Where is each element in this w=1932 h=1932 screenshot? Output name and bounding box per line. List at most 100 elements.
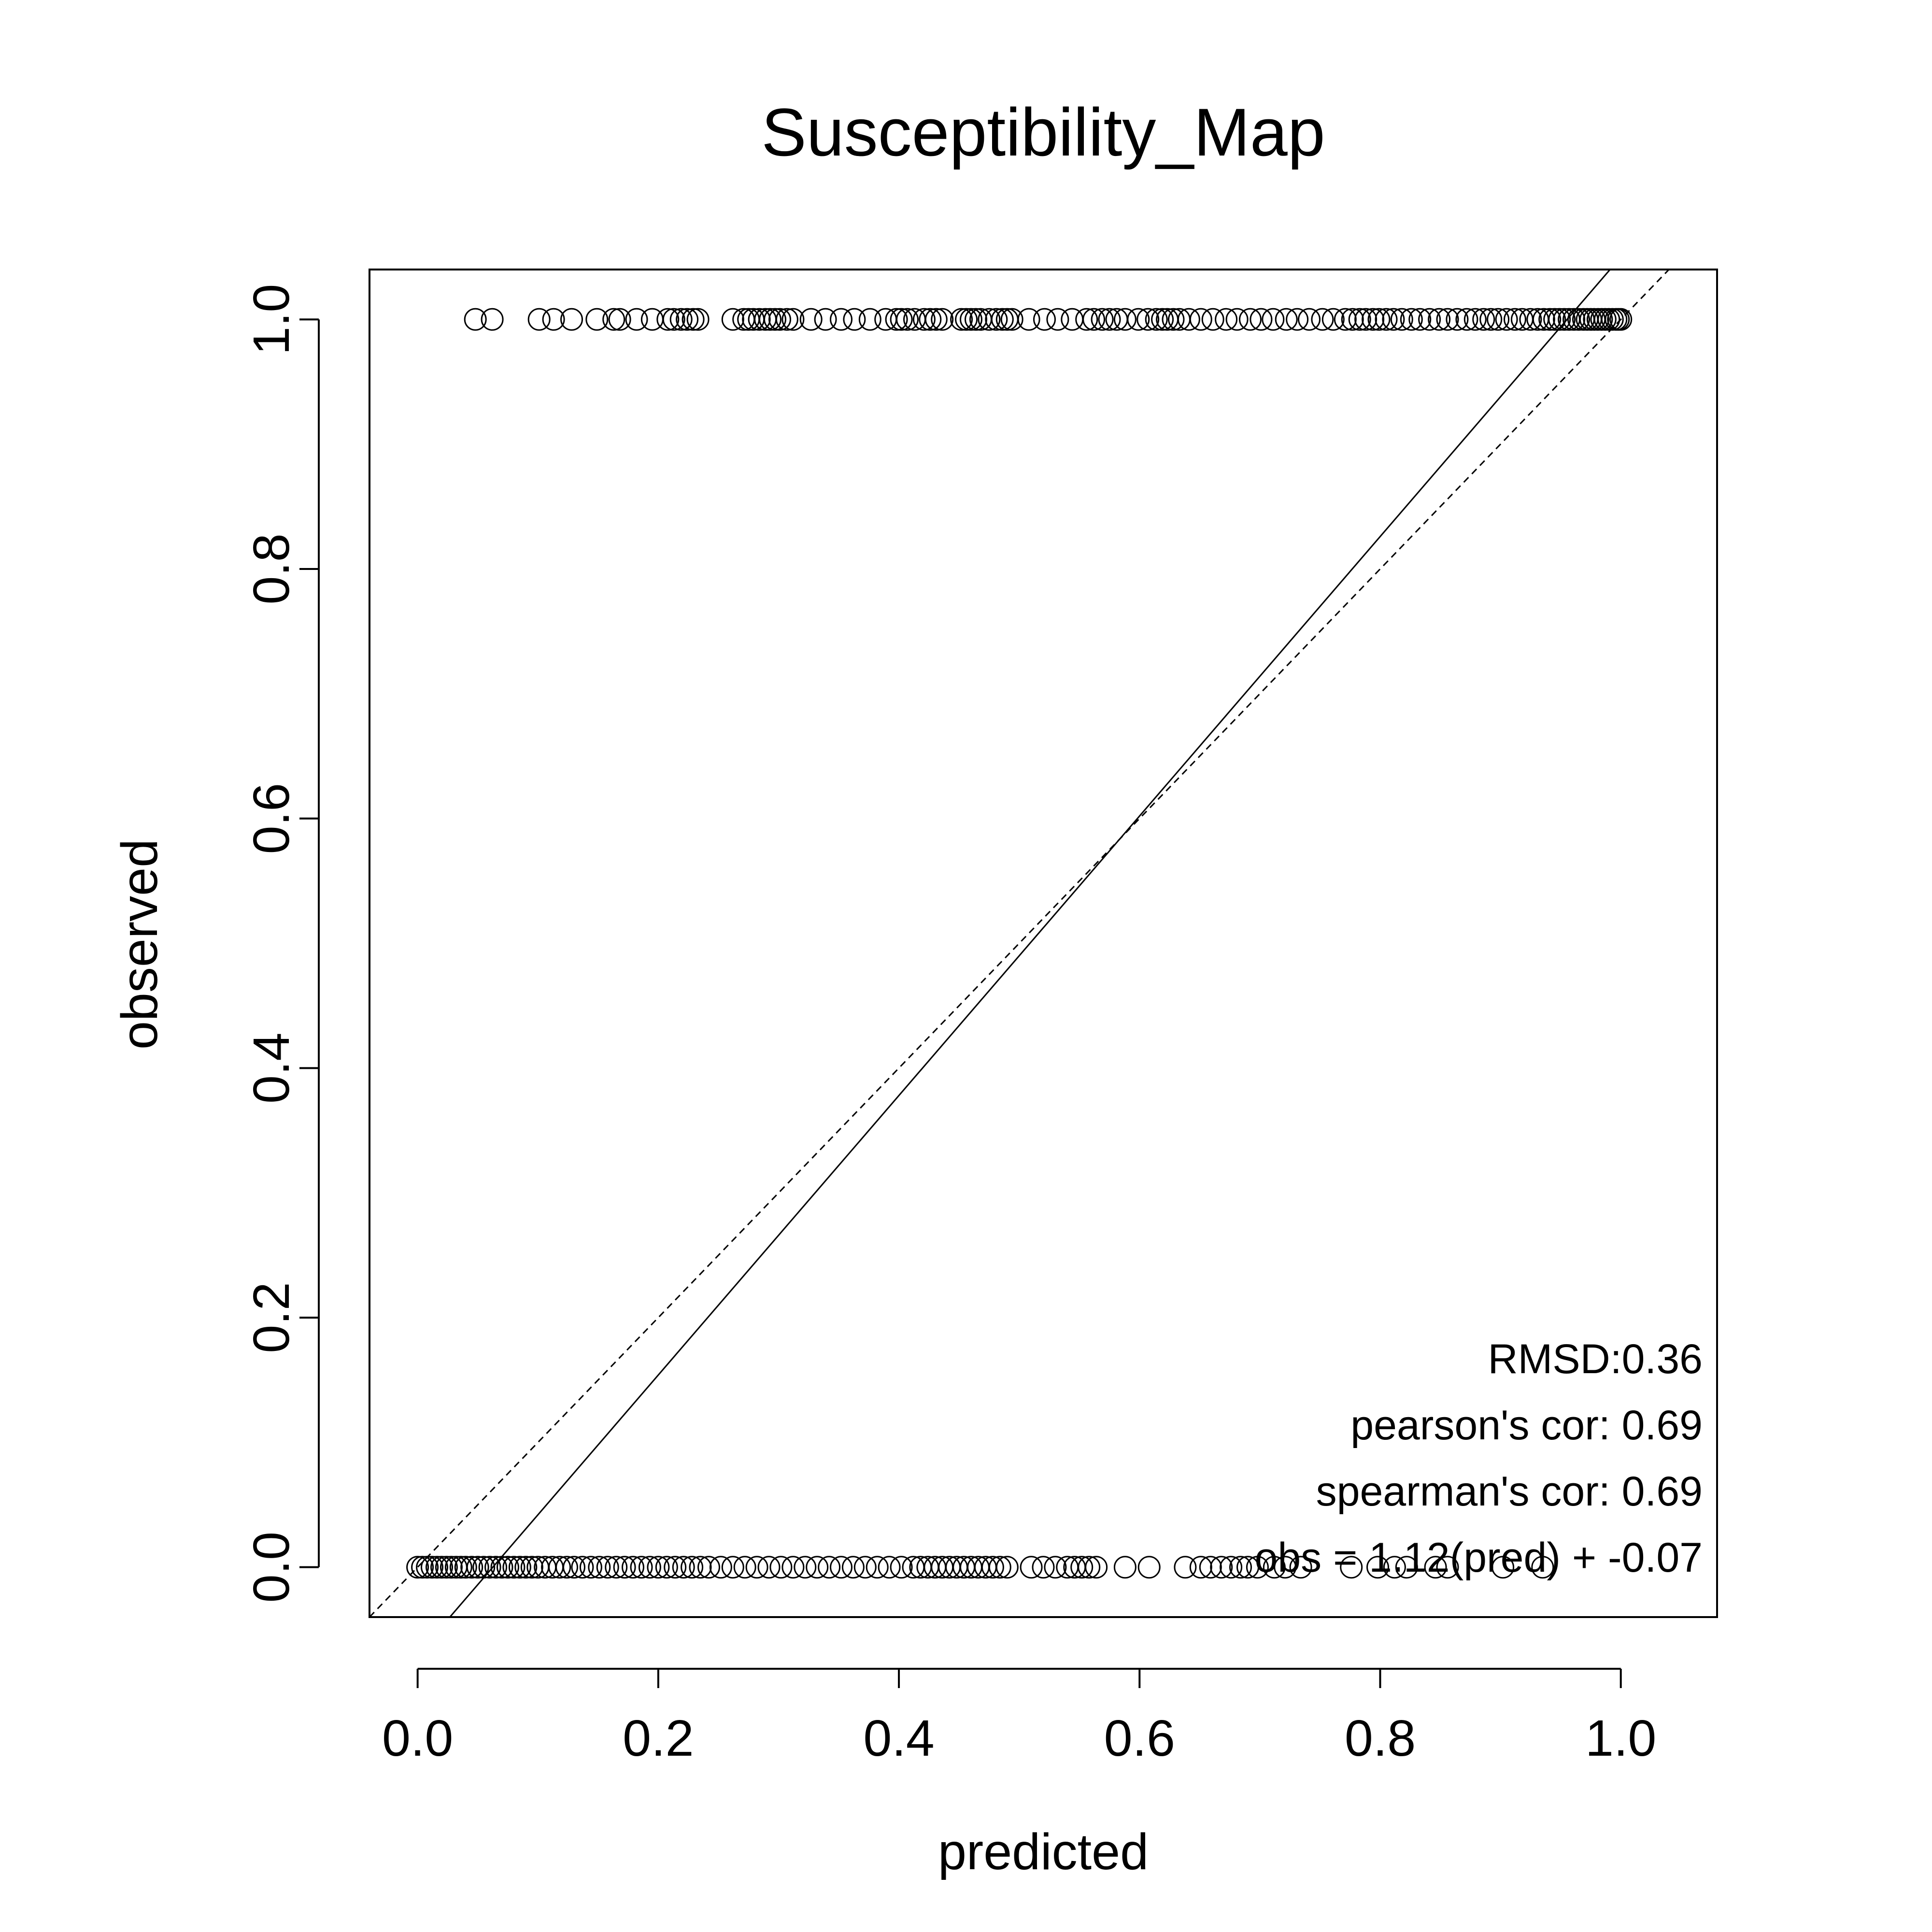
point-observed-1: [1286, 308, 1309, 331]
point-observed-1: [585, 308, 609, 331]
point-observed-1: [1275, 308, 1298, 331]
point-observed-1: [1532, 308, 1555, 331]
point-observed-0: [421, 1556, 443, 1579]
point-observed-0: [571, 1556, 594, 1579]
point-observed-1: [1354, 308, 1378, 331]
point-observed-1: [890, 308, 913, 331]
point-observed-1: [955, 308, 978, 331]
point-observed-1: [830, 308, 852, 331]
point-observed-1: [919, 308, 942, 331]
point-observed-1: [1348, 308, 1371, 331]
point-observed-1: [1609, 308, 1633, 331]
point-observed-0: [1531, 1556, 1554, 1579]
point-observed-1: [858, 308, 881, 331]
point-observed-0: [1424, 1556, 1447, 1579]
point-observed-1: [1098, 308, 1121, 331]
point-observed-1: [1046, 308, 1069, 331]
point-observed-1: [1607, 308, 1630, 331]
point-observed-1: [781, 308, 805, 331]
point-observed-1: [960, 308, 982, 331]
point-observed-1: [686, 308, 710, 331]
point-observed-0: [781, 1556, 805, 1579]
point-observed-0: [818, 1556, 841, 1579]
point-observed-1: [748, 308, 771, 331]
plot-frame: [369, 269, 1718, 1618]
point-observed-1: [799, 308, 823, 331]
point-observed-0: [406, 1556, 429, 1579]
point-observed-1: [991, 308, 1014, 331]
point-observed-1: [1548, 308, 1571, 331]
point-observed-0: [1366, 1556, 1389, 1579]
point-observed-0: [563, 1556, 585, 1579]
fit-line: [449, 269, 1611, 1618]
point-observed-1: [775, 308, 798, 331]
annotation-pearson: pearson's cor: 0.69: [1350, 1402, 1703, 1449]
point-observed-0: [520, 1556, 543, 1579]
point-observed-1: [1455, 308, 1478, 331]
point-observed-1: [1000, 308, 1023, 331]
point-observed-0: [689, 1556, 712, 1579]
point-observed-0: [1199, 1556, 1222, 1579]
point-observed-0: [988, 1556, 1011, 1579]
point-observed-0: [1078, 1556, 1101, 1579]
point-observed-0: [697, 1556, 720, 1579]
point-observed-1: [676, 308, 699, 331]
point-observed-1: [1563, 308, 1586, 331]
point-observed-0: [866, 1556, 889, 1579]
point-observed-0: [1070, 1556, 1094, 1579]
point-observed-0: [995, 1556, 1019, 1579]
point-observed-1: [1075, 308, 1098, 331]
point-observed-0: [647, 1556, 670, 1579]
point-observed-1: [1151, 308, 1174, 331]
point-observed-0: [769, 1556, 793, 1579]
point-observed-1: [1408, 308, 1432, 331]
point-observed-1: [1504, 308, 1526, 331]
point-observed-0: [757, 1556, 781, 1579]
point-observed-1: [1262, 308, 1285, 331]
point-observed-1: [1113, 308, 1136, 331]
point-observed-1: [965, 308, 987, 331]
points-layer: [406, 308, 1633, 1579]
annotation-spearman: spearman's cor: 0.69: [1316, 1468, 1703, 1515]
x-tick-label: 0.6: [1104, 1710, 1175, 1767]
point-observed-1: [721, 308, 744, 331]
point-observed-1: [1428, 308, 1451, 331]
reference-line: [369, 269, 1670, 1618]
point-observed-1: [742, 308, 765, 331]
point-observed-1: [1519, 308, 1542, 331]
y-tick-label: 0.8: [243, 533, 300, 604]
point-observed-1: [1127, 308, 1150, 331]
point-observed-0: [1032, 1556, 1055, 1579]
point-observed-0: [794, 1556, 817, 1579]
point-observed-1: [1487, 308, 1510, 331]
point-observed-1: [985, 308, 1008, 331]
point-observed-0: [502, 1556, 526, 1579]
point-observed-0: [841, 1556, 865, 1579]
point-observed-1: [1367, 308, 1391, 331]
annotation-fit-equation: obs = 1.12(pred) + -0.07: [1255, 1534, 1703, 1581]
point-observed-0: [435, 1556, 458, 1579]
point-observed-0: [449, 1556, 472, 1579]
point-observed-0: [478, 1556, 501, 1579]
point-observed-0: [1137, 1556, 1161, 1579]
point-observed-0: [1220, 1556, 1243, 1579]
point-observed-1: [1091, 308, 1114, 331]
point-observed-0: [460, 1556, 483, 1579]
point-observed-0: [709, 1556, 732, 1579]
lines-layer: [369, 269, 1670, 1618]
point-observed-1: [1145, 308, 1168, 331]
point-observed-1: [1311, 308, 1334, 331]
point-observed-0: [484, 1556, 508, 1579]
point-observed-1: [542, 308, 565, 331]
point-observed-1: [625, 308, 648, 331]
y-tick-label: 0.6: [243, 783, 300, 854]
point-observed-0: [664, 1556, 687, 1579]
point-observed-0: [853, 1556, 877, 1579]
x-axis: 0.0 0.2 0.4 0.6 0.8 1.0: [382, 1668, 1656, 1767]
point-observed-0: [1229, 1556, 1252, 1579]
chart-title: Susceptibility_Map: [761, 94, 1325, 170]
y-tick-label: 0.2: [243, 1282, 300, 1353]
point-observed-0: [1189, 1556, 1212, 1579]
point-observed-0: [638, 1556, 661, 1579]
point-observed-1: [1136, 308, 1160, 331]
